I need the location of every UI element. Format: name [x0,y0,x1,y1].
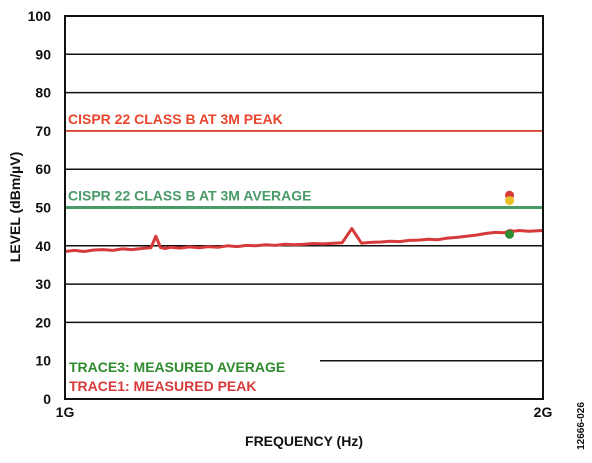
y-tick-label: 60 [35,161,51,177]
peak-trace-line [64,227,544,253]
y-tick-label: 100 [28,8,52,24]
measurement-marker [505,196,515,206]
x-axis-label: FREQUENCY (Hz) [245,433,363,449]
x-tick-label: 2G [534,404,553,420]
legend-box [66,355,320,397]
y-tick-label: 30 [35,276,51,292]
y-tick-label: 0 [43,391,51,407]
measurement-marker [505,229,515,239]
plot-frame [64,15,544,400]
y-tick-label: 40 [35,238,51,254]
series-layer [64,227,544,253]
y-tick-label: 80 [35,85,51,101]
y-tick-label: 50 [35,200,51,216]
x-tick-label: 1G [56,404,75,420]
y-axis-label: LEVEL (dBm/µV) [7,152,23,262]
y-tick-label: 70 [35,123,51,139]
limit-lines-layer: CISPR 22 CLASS B AT 3M PEAK CISPR 22 CLAS… [65,111,543,209]
y-tick-label: 20 [35,314,51,330]
legend-peak-label: TRACE1: MEASURED PEAK [69,378,256,394]
y-tick-label: 10 [35,353,51,369]
limit-line-label: CISPR 22 CLASS B AT 3M PEAK [68,111,283,127]
y-tick-label: 90 [35,46,51,62]
legend-average-label: TRACE3: MEASURED AVERAGE [69,359,285,375]
ticks-layer: 0 10 20 30 40 50 60 70 80 90 100 1G 2G [28,8,553,420]
figure-id: 12666-026 [576,402,587,450]
limit-line-label: CISPR 22 CLASS B AT 3M AVERAGE [68,188,311,204]
markers-layer [505,190,515,239]
